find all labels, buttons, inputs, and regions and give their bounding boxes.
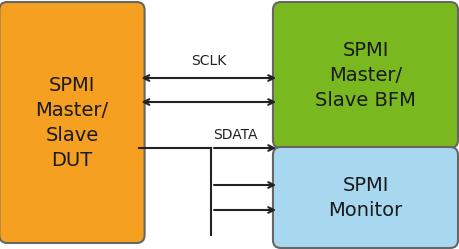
FancyBboxPatch shape: [0, 2, 144, 243]
Text: SDATA: SDATA: [213, 128, 257, 142]
FancyBboxPatch shape: [272, 147, 457, 248]
Text: SCLK: SCLK: [191, 54, 226, 68]
Text: SPMI
Master/
Slave BFM: SPMI Master/ Slave BFM: [314, 41, 415, 110]
FancyBboxPatch shape: [272, 2, 457, 148]
Text: SPMI
Master/
Slave
DUT: SPMI Master/ Slave DUT: [35, 75, 108, 170]
Text: SPMI
Monitor: SPMI Monitor: [328, 176, 402, 220]
